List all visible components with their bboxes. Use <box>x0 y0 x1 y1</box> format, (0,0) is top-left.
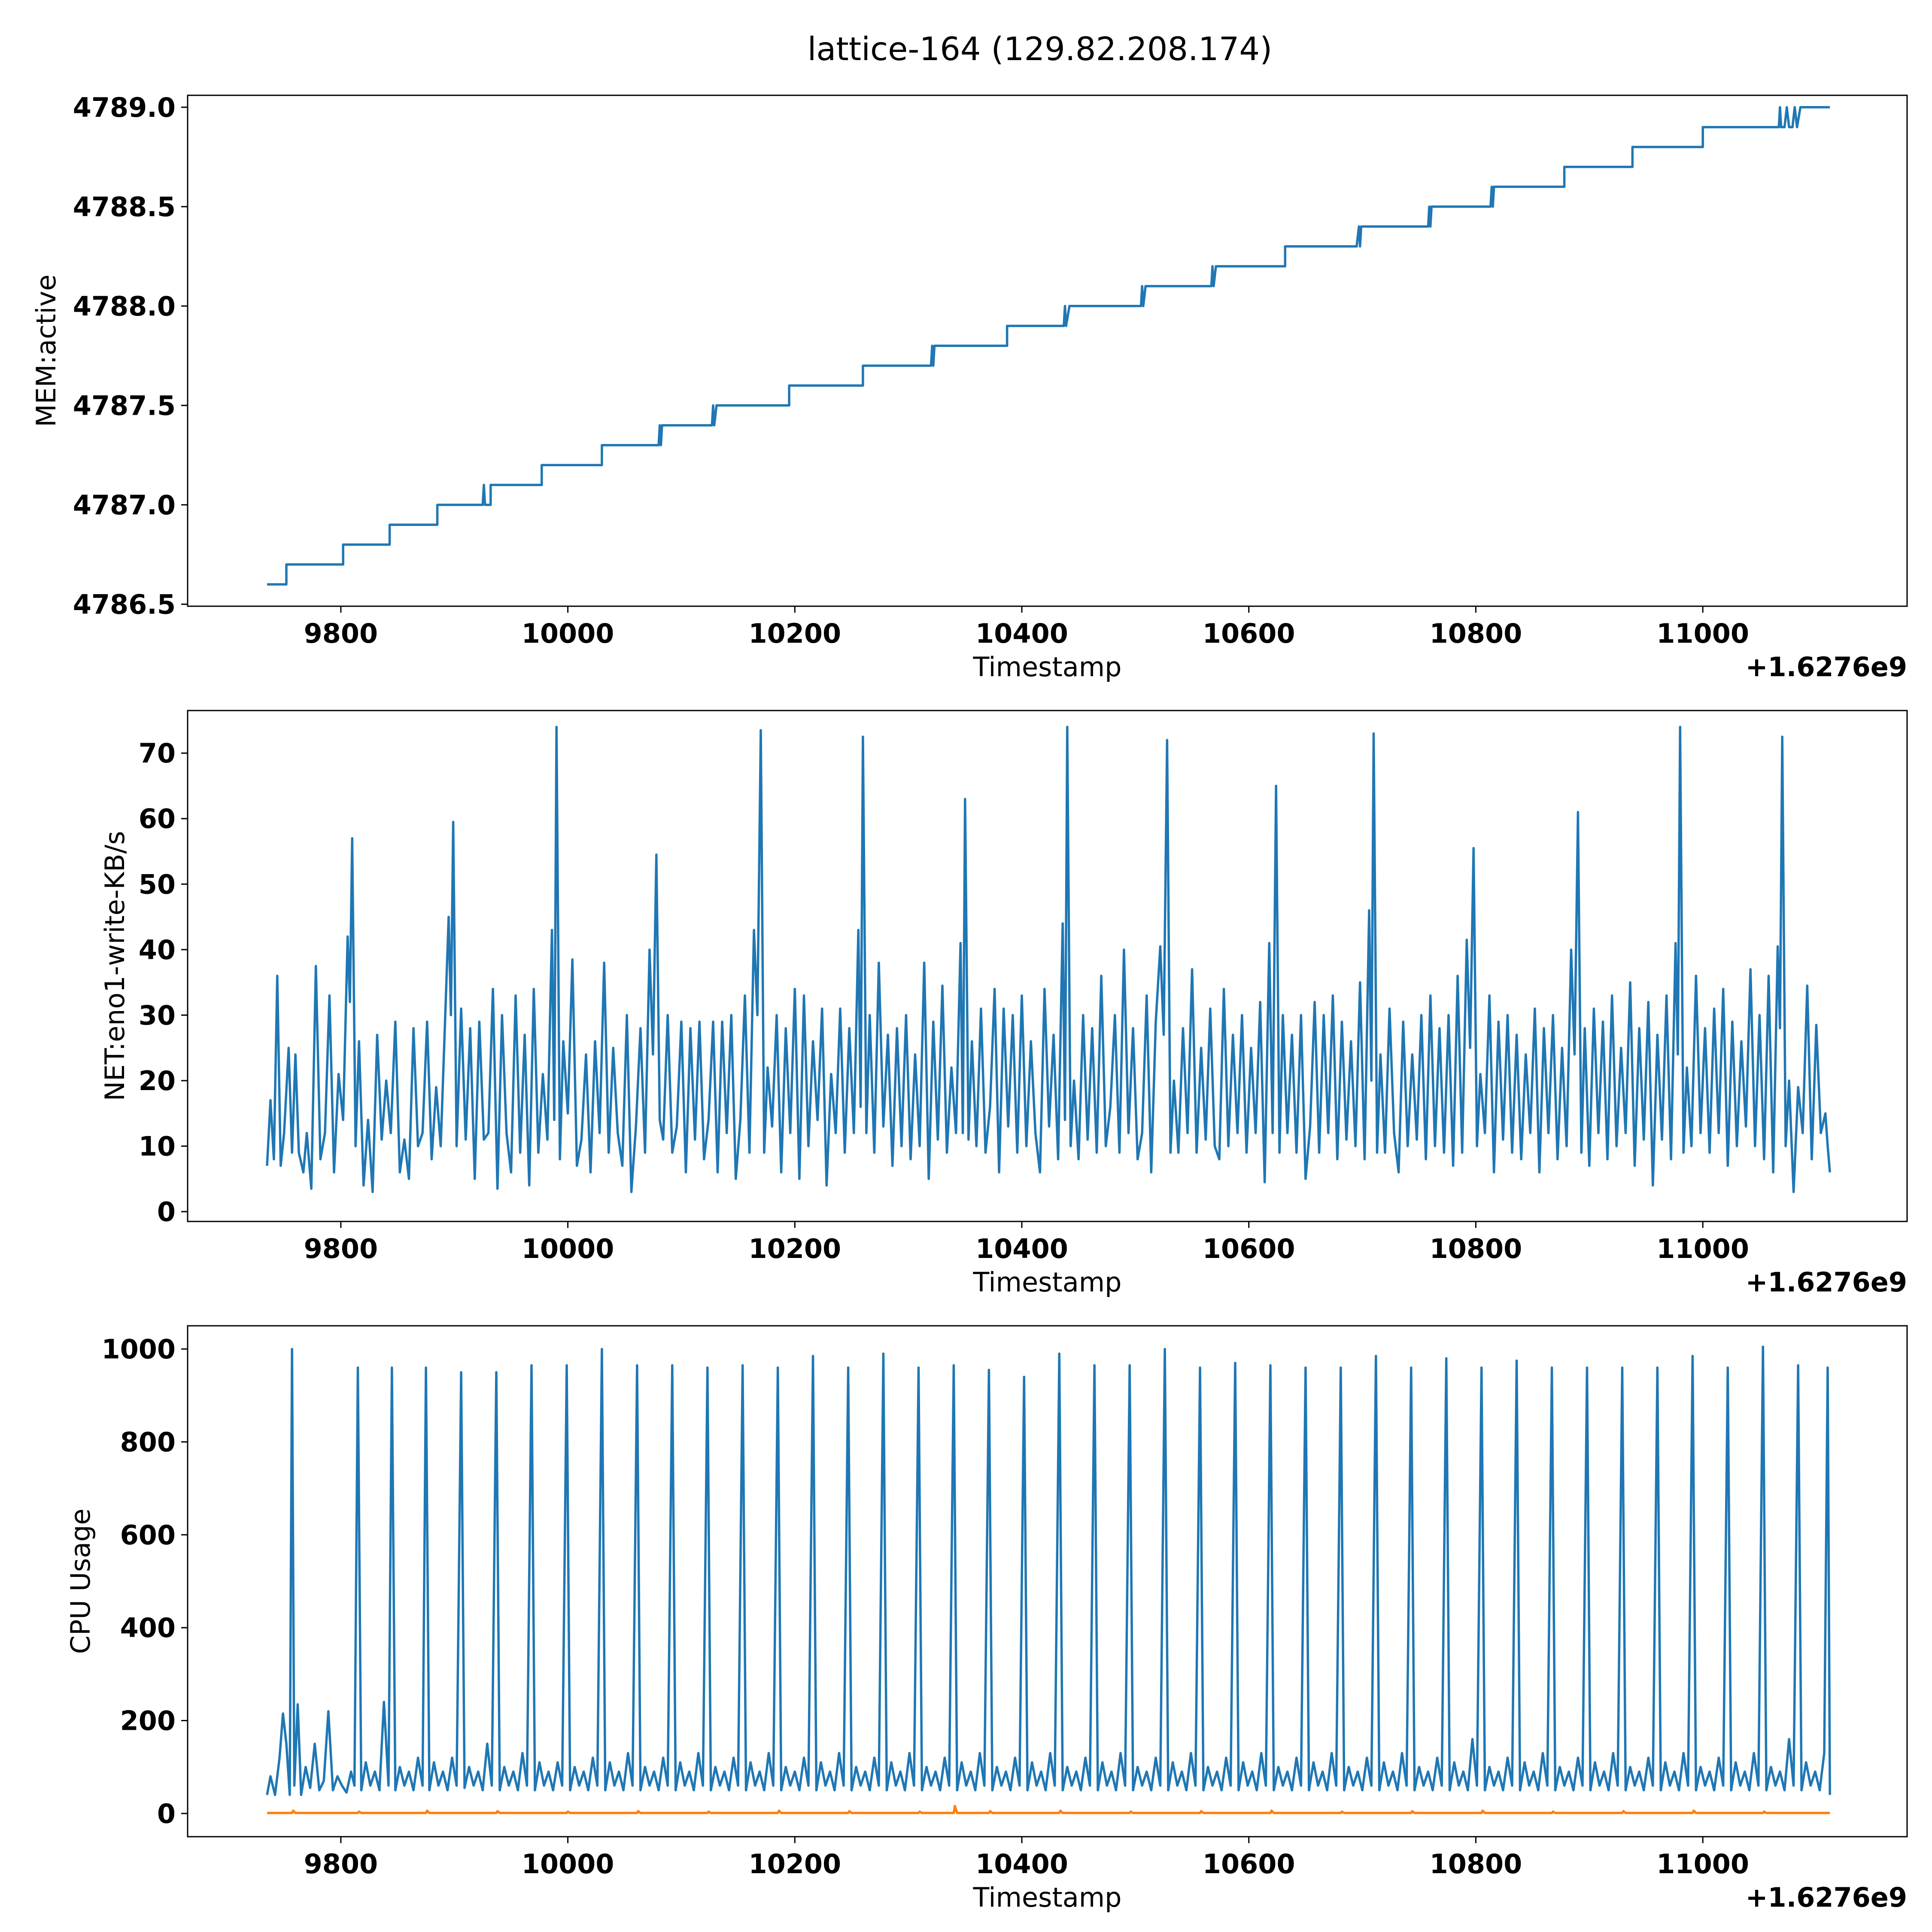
net-xtick-label: 10600 <box>1203 1233 1295 1264</box>
mem-x-offset-label: +1.6276e9 <box>1746 651 1907 683</box>
cpu-ytick-label: 200 <box>120 1705 176 1737</box>
cpu-x-offset-label: +1.6276e9 <box>1746 1882 1907 1913</box>
cpu-series-line-1 <box>266 1345 1831 1796</box>
net-ytick-label: 60 <box>139 803 176 835</box>
mem-series-line-1 <box>267 106 1830 586</box>
cpu-ytick-label: 400 <box>120 1612 176 1643</box>
net-ytick-label: 10 <box>139 1131 176 1162</box>
mem-ytick-label: 4788.5 <box>73 191 176 222</box>
mem-xtick-label: 11000 <box>1656 618 1749 649</box>
mem-ytick-label: 4787.0 <box>73 489 176 521</box>
mem-ytick-label: 4786.5 <box>73 589 176 620</box>
cpu-x-axis-label: Timestamp <box>972 1882 1121 1913</box>
cpu-ytick-label: 600 <box>120 1519 176 1551</box>
net-xtick-label: 10200 <box>748 1233 841 1264</box>
net-xtick-label: 9800 <box>304 1233 378 1264</box>
cpu-xtick-label: 11000 <box>1656 1848 1749 1880</box>
mem-ytick-label: 4788.0 <box>73 291 176 322</box>
net-xtick-label: 10800 <box>1430 1233 1522 1264</box>
mem-y-axis-label: MEM:active <box>30 274 62 427</box>
mem-ytick-label: 4789.0 <box>73 92 176 123</box>
cpu-series-line-2 <box>267 1804 1830 1814</box>
net-x-offset-label: +1.6276e9 <box>1746 1267 1907 1298</box>
net-xtick-label: 10000 <box>522 1233 614 1264</box>
cpu-y-axis-label: CPU Usage <box>65 1509 96 1654</box>
net-ytick-label: 70 <box>139 738 176 769</box>
cpu-xtick-label: 10600 <box>1203 1848 1295 1880</box>
net-ytick-label: 20 <box>139 1065 176 1097</box>
cpu-xtick-label: 10400 <box>975 1848 1068 1880</box>
net-ytick-label: 50 <box>139 869 176 900</box>
cpu-ytick-label: 1000 <box>101 1334 176 1365</box>
net-series-line-1 <box>266 726 1831 1194</box>
mem-xtick-label: 9800 <box>304 618 378 649</box>
cpu-panel: 9800 10000 10200 10400 10600 10800 11000 0 200 40… <box>65 1325 1908 1913</box>
net-xtick-label: 11000 <box>1656 1233 1749 1264</box>
mem-ytick-label: 4787.5 <box>73 390 176 421</box>
net-ytick-label: 30 <box>139 999 176 1031</box>
cpu-xtick-label: 9800 <box>304 1848 378 1880</box>
mem-panel: 9800 10000 10200 10400 10600 10800 11000 4786.5… <box>30 92 1908 683</box>
figure-title: lattice-164 (129.82.208.174) <box>808 30 1273 68</box>
net-axes-frame <box>187 710 1908 1222</box>
mem-xtick-label: 10200 <box>748 618 841 649</box>
cpu-xtick-label: 10000 <box>522 1848 614 1880</box>
cpu-ytick-label: 800 <box>120 1426 176 1458</box>
net-panel: 9800 10000 10200 10400 10600 10800 11000 0 10 20 3… <box>99 710 1908 1298</box>
mem-xtick-label: 10000 <box>522 618 614 649</box>
mem-axes-frame <box>187 94 1908 607</box>
cpu-ytick-label: 0 <box>157 1798 176 1829</box>
net-y-axis-label: NET:eno1-write-KB/s <box>99 831 131 1101</box>
net-xtick-label: 10400 <box>975 1233 1068 1264</box>
net-ytick-label: 40 <box>139 934 176 966</box>
cpu-xtick-label: 10800 <box>1430 1848 1522 1880</box>
mem-x-axis-label: Timestamp <box>972 651 1121 683</box>
cpu-axes-frame <box>187 1325 1908 1838</box>
net-ytick-label: 0 <box>157 1196 176 1227</box>
mem-xtick-label: 10800 <box>1430 618 1522 649</box>
mem-xtick-label: 10400 <box>975 618 1068 649</box>
mem-xtick-label: 10600 <box>1203 618 1295 649</box>
cpu-xtick-label: 10200 <box>748 1848 841 1880</box>
net-x-axis-label: Timestamp <box>972 1267 1121 1298</box>
